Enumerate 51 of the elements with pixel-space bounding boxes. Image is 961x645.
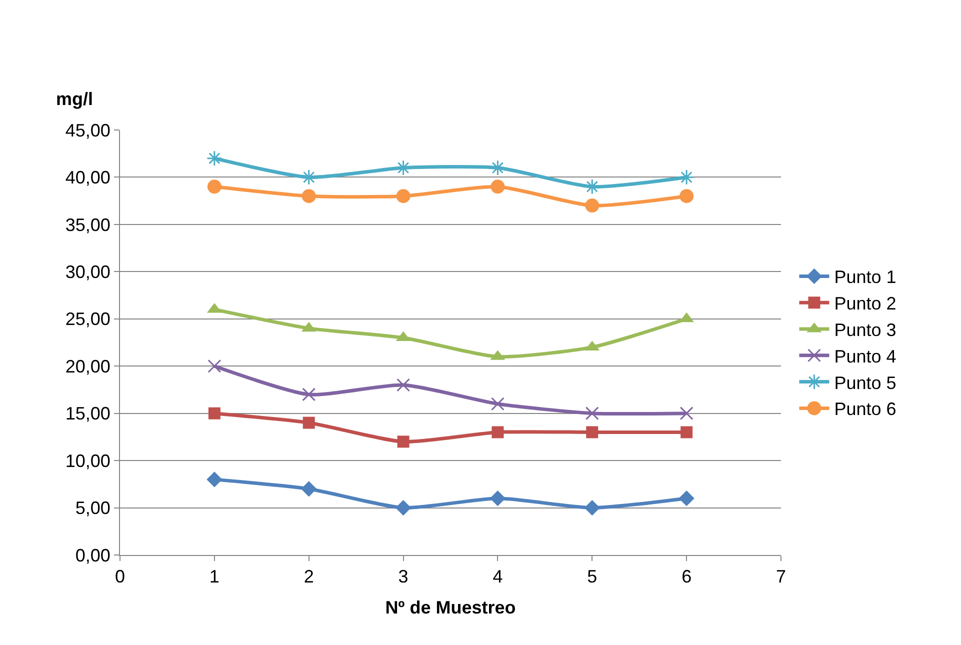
point (302, 189, 316, 204)
point (207, 180, 222, 194)
point (396, 378, 410, 392)
x-tick-label: 5 (587, 566, 598, 587)
point (490, 397, 504, 411)
point (586, 426, 598, 438)
x-tick-label: 7 (776, 566, 786, 587)
y-tick-label: 25,00 (65, 309, 110, 330)
x-tick-label: 3 (398, 566, 408, 587)
point (584, 500, 600, 516)
point (208, 359, 222, 373)
legend-label: Punto 3 (834, 320, 896, 340)
x-tick-label: 6 (682, 566, 692, 587)
point (206, 472, 222, 488)
point (395, 500, 412, 516)
y-tick-label: 45,00 (65, 120, 110, 140)
legend-label: Punto 1 (834, 267, 896, 288)
point (396, 189, 410, 204)
point (301, 481, 317, 497)
legend-label: Punto 2 (834, 294, 896, 314)
y-tick-label: 15,00 (65, 404, 110, 424)
point (490, 490, 506, 506)
y-tick-label: 0,00 (75, 545, 110, 566)
x-tick-label: 2 (304, 566, 314, 587)
y-tick-label: 35,00 (65, 214, 110, 235)
point (680, 426, 693, 438)
y-tick-label: 40,00 (65, 168, 110, 188)
y-axis-title: mg/l (56, 89, 94, 109)
point (680, 189, 694, 204)
x-tick-label: 4 (492, 566, 503, 587)
point (397, 436, 410, 448)
point (680, 406, 694, 420)
legend-label: Punto 5 (834, 372, 896, 393)
point (302, 388, 316, 402)
point (490, 180, 505, 194)
legend-label: Punto 6 (834, 399, 896, 420)
point (206, 150, 222, 166)
x-tick-label: 0 (114, 566, 126, 587)
y-tick-label: 5,00 (75, 498, 110, 518)
point (585, 406, 599, 420)
point (678, 490, 694, 506)
point (208, 407, 220, 420)
point (585, 198, 600, 213)
x-tick-label: 1 (209, 566, 220, 587)
point (302, 416, 315, 429)
legend-label: Punto 4 (834, 346, 896, 366)
point (492, 426, 504, 438)
y-tick-label: 20,00 (65, 356, 110, 376)
y-tick-label: 30,00 (65, 262, 110, 282)
y-tick-label: 10,00 (65, 450, 110, 471)
x-axis-title: Nº de Muestreo (385, 598, 516, 618)
